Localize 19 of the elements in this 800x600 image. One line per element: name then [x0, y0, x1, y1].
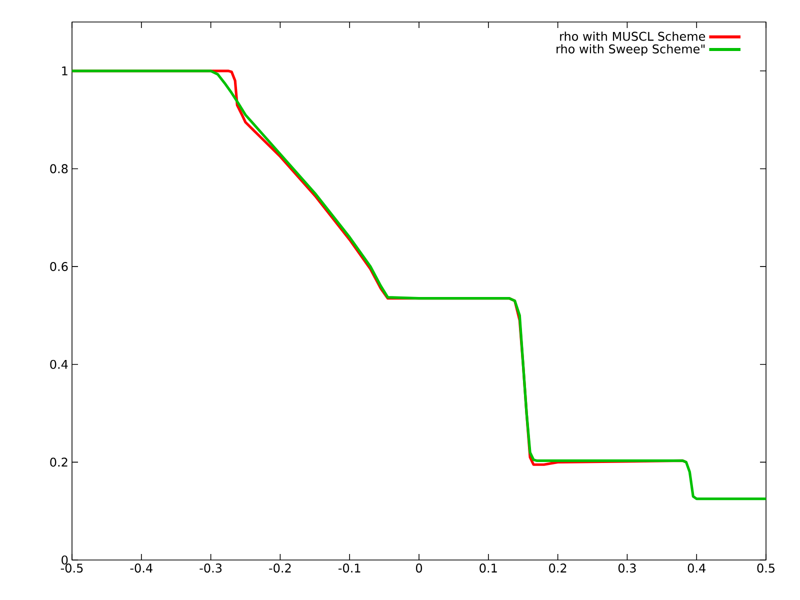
- x-tick-label: 0.4: [688, 564, 706, 573]
- x-tick-label: -0.4: [130, 564, 152, 573]
- x-tick-label: 0.5: [757, 564, 775, 573]
- x-tick-label: 0.2: [549, 564, 566, 573]
- y-tick-label: 0.8: [50, 164, 68, 174]
- x-tick-label: 0.3: [618, 564, 636, 573]
- x-tick-label: -0.1: [338, 564, 360, 573]
- x-tick-label: 0: [416, 564, 422, 573]
- y-tick-label: 0.2: [50, 458, 68, 467]
- y-tick-label: 0: [62, 555, 68, 565]
- y-tick-label: 0.4: [50, 360, 68, 369]
- legend-label: rho with MUSCL Scheme: [560, 32, 706, 41]
- y-tick-label: 0.6: [50, 262, 68, 272]
- x-tick-label: -0.5: [60, 564, 83, 573]
- legend-label: rho with Sweep Scheme": [556, 44, 705, 56]
- y-tick-label: 1: [62, 66, 68, 76]
- x-tick-label: -0.2: [269, 564, 291, 573]
- x-tick-label: -0.3: [200, 564, 222, 573]
- x-tick-label: 0.1: [480, 564, 497, 573]
